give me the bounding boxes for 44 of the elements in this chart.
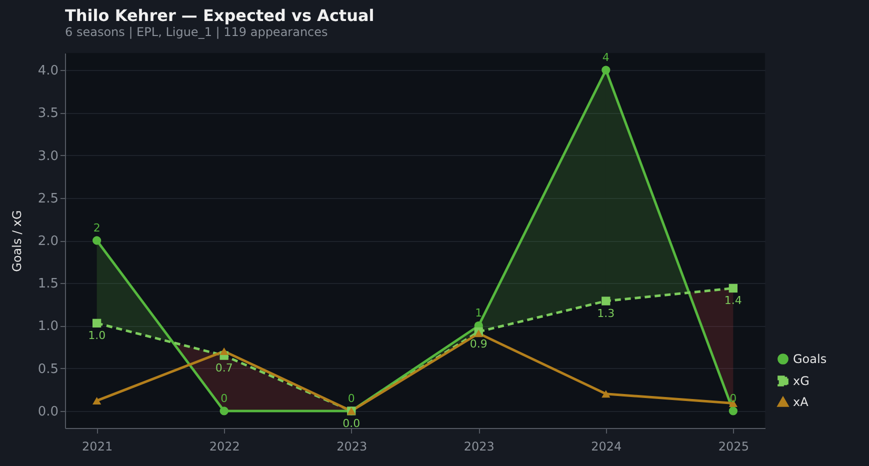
data-label: 1 [475,306,482,320]
point [728,284,738,293]
data-label: 0.7 [215,362,233,375]
x-tick-label: 2025 [718,440,749,454]
point [602,66,610,74]
data-label: 1.0 [88,329,106,342]
y-tick-label: 3.0 [38,148,58,164]
x-tick-label: 2023 [336,440,368,454]
point [92,396,102,404]
x-tick-label: 2022 [209,440,240,454]
y-axis-title: Goals / xG [10,210,24,272]
legend-label: xA [793,395,810,409]
y-tick-label: 2.0 [38,234,58,249]
point [220,348,228,356]
y-tick-label: 1.0 [38,319,58,334]
legend-label: xG [793,374,810,388]
data-label: 0 [730,392,737,405]
data-label: 0.0 [342,416,360,430]
y-tick-label: 0.0 [38,404,58,420]
point [602,296,610,306]
y-tick-label: 1.5 [38,276,58,292]
x-tick-label: 2024 [591,440,622,454]
y-tick-label: 3.5 [38,106,58,122]
data-label: 1.3 [597,307,615,320]
point [474,330,483,338]
data-label: 0.9 [470,338,488,351]
point [728,406,738,416]
data-label: 0 [220,392,228,405]
point [220,406,228,416]
x-tick-label: 2023 [464,440,494,454]
data-label: 1.4 [724,294,742,308]
point [92,236,102,245]
data-label: 4 [602,51,610,64]
y-tick-label: 4.0 [38,64,58,79]
x-tick-label: 2021 [82,440,113,454]
y-tick-label: 2.5 [38,191,58,206]
chart-title: Thilo Kehrer — Expected vs Actual [65,6,374,26]
data-label: 2 [93,222,100,234]
point [92,318,102,328]
legend-label: Goals [793,352,827,366]
y-tick-label: 0.5 [38,362,58,377]
data-label: 0 [348,392,355,405]
point [602,390,610,398]
chart-subtitle: 6 seasons | EPL, Ligue_1 | 119 appearances [65,25,328,40]
